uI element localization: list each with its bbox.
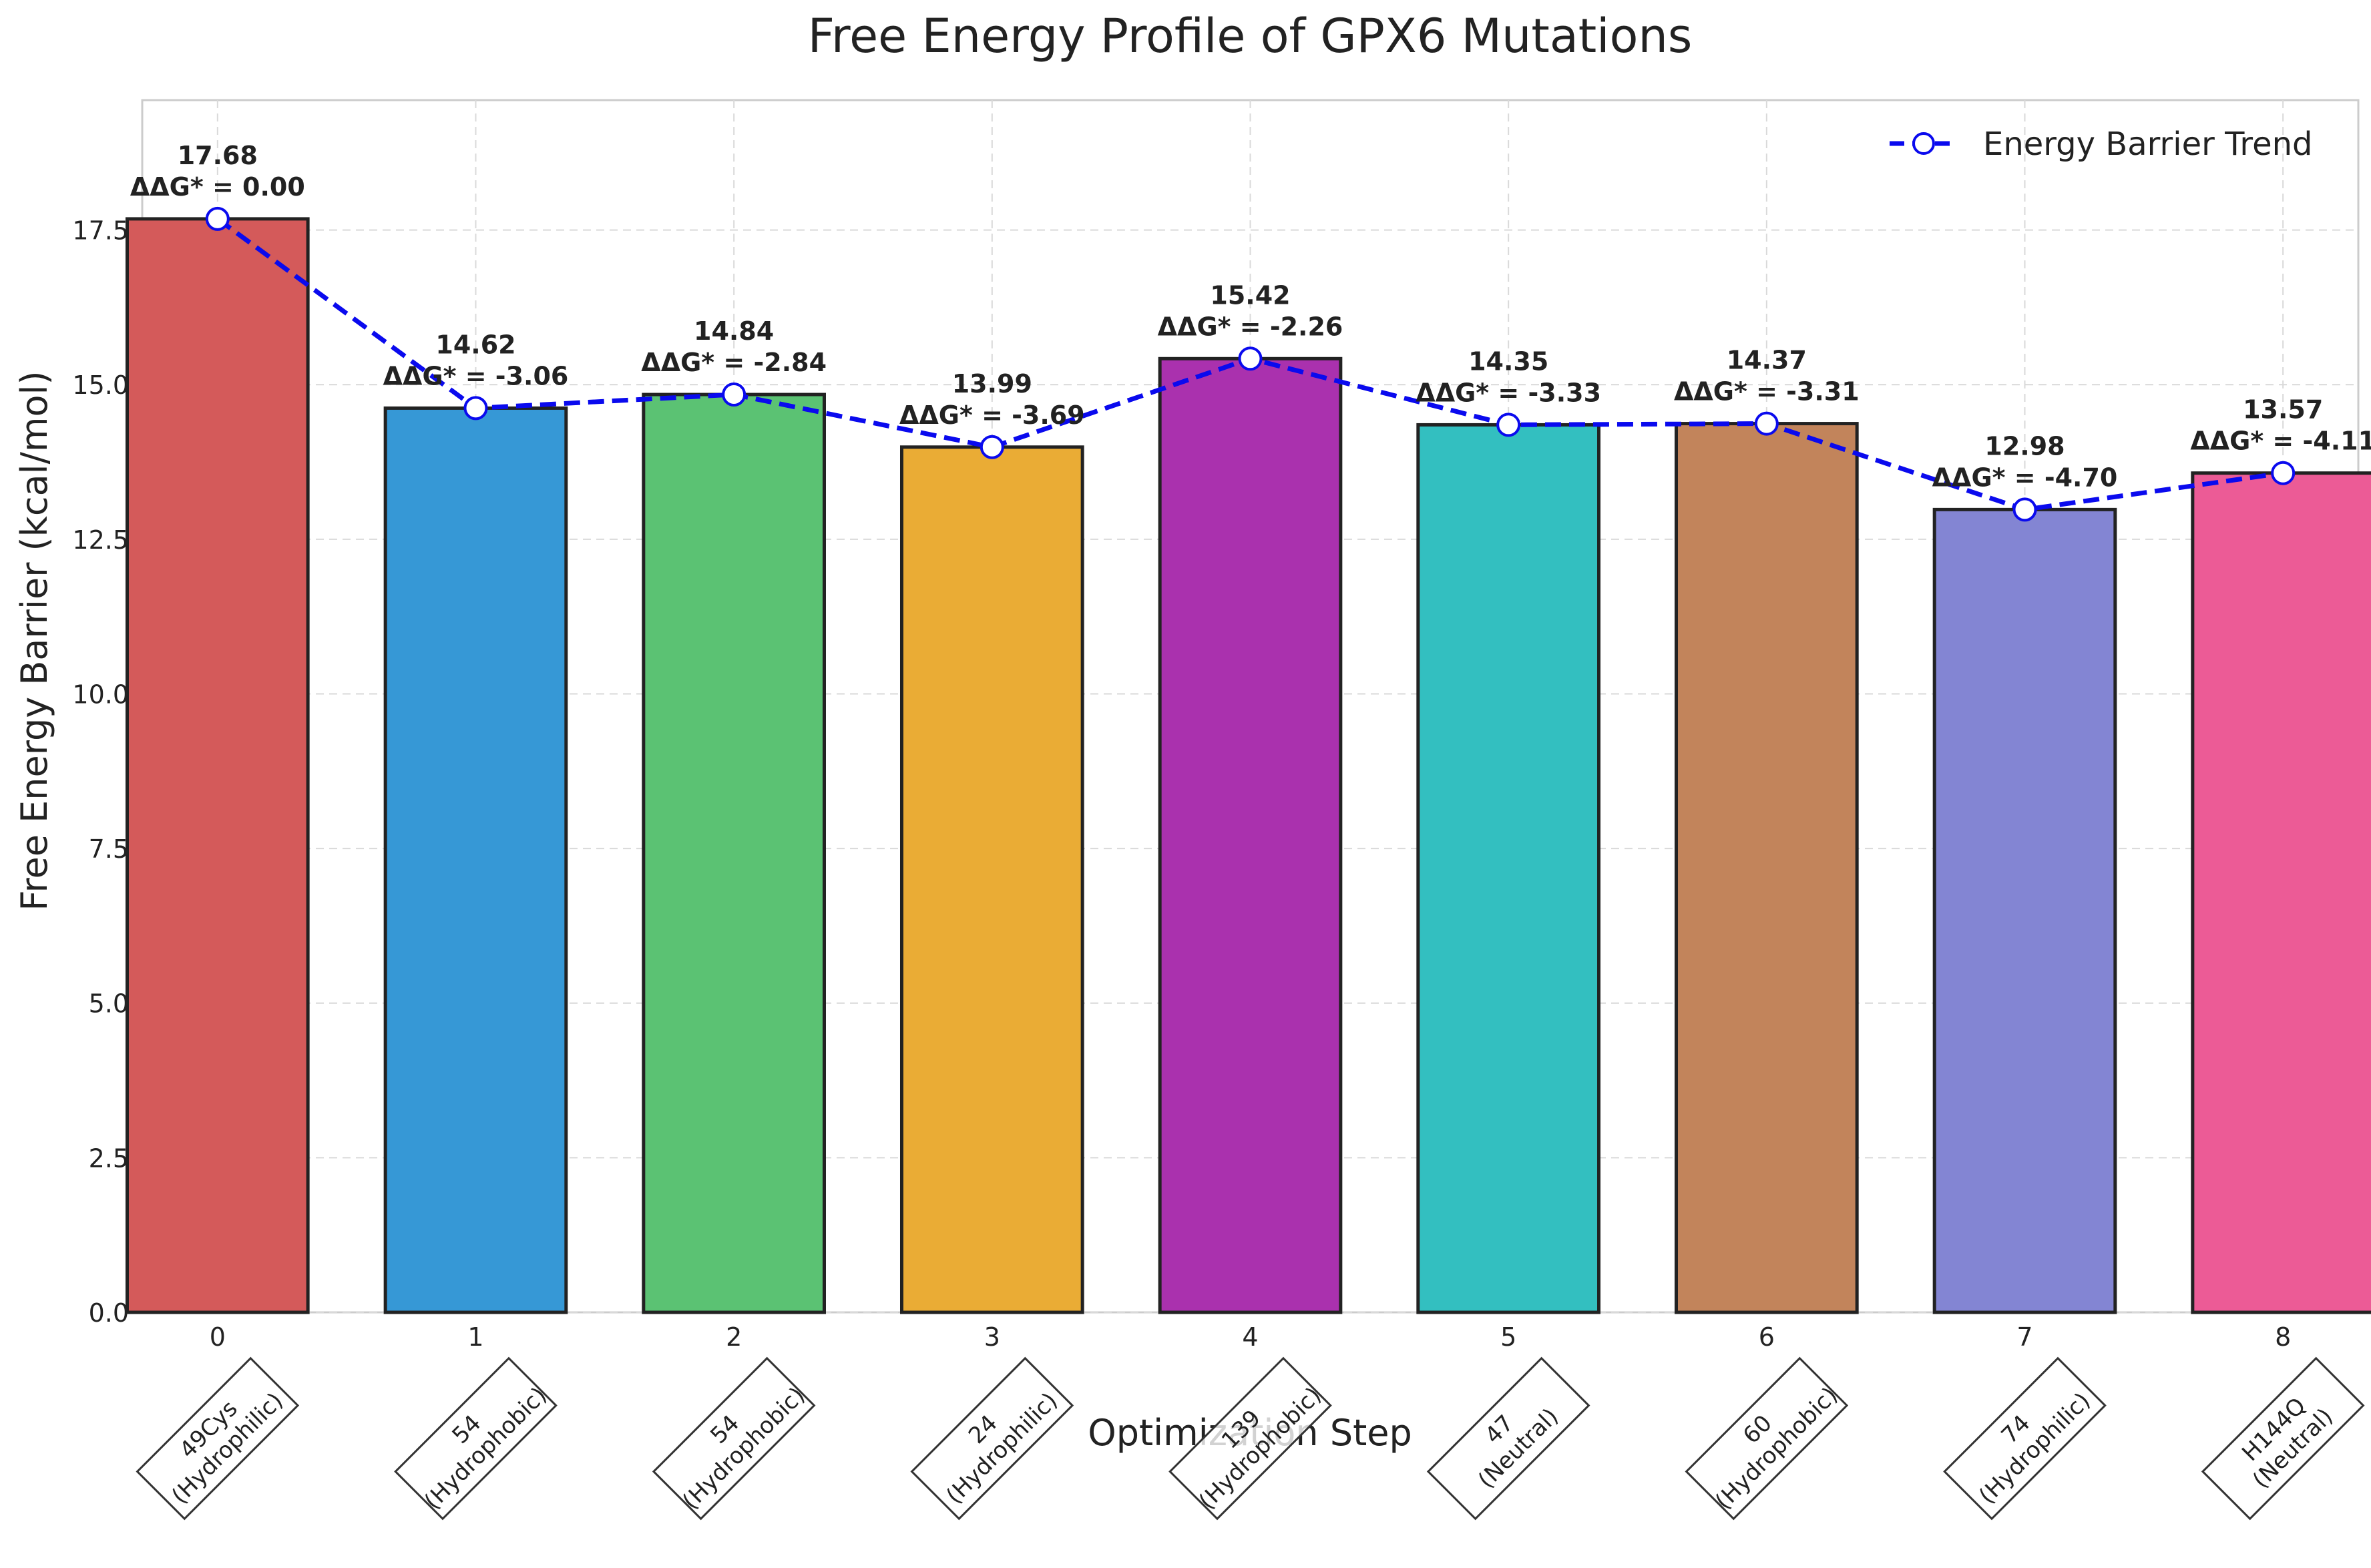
mutation-box [910,1356,1074,1521]
x-tick-label: 0 [210,1322,226,1352]
trend-point [1754,411,1779,436]
trend-point [205,206,230,231]
value-label: 15.42 [1210,280,1290,310]
mutation-box [652,1356,816,1521]
mutation-annotation: 54(Hydrophobic) [394,1356,558,1521]
bar [642,393,826,1314]
mutation-box [1168,1356,1332,1521]
mutation-box [1426,1356,1590,1521]
trend-point [1496,413,1521,437]
bar [1416,423,1601,1314]
mutation-box [394,1356,558,1521]
mutation-annotation: H144Q(Neutral) [2201,1356,2365,1521]
x-tick-label: 8 [2275,1322,2291,1352]
bar [2191,471,2371,1314]
mutation-box [136,1356,300,1521]
bar [383,406,568,1314]
ddg-label: ΔΔG* = -4.11 [2190,427,2371,456]
mutation-annotation: 54(Hydrophobic) [652,1356,816,1521]
ddg-label: ΔΔG* = -2.84 [641,348,827,377]
plot-area: 0.0 2.5 5.0 7.5 10.0 12.5 15.0 17.5 0 1 2 3 4 5 6 7 8 17.… [72,99,2371,1352]
trend-point [463,396,488,421]
bar [899,445,1084,1314]
ddg-label: ΔΔG* = 0.00 [130,172,305,202]
mutation-box [2201,1356,2365,1521]
x-tick-label: 4 [1242,1322,1258,1352]
ddg-label: ΔΔG* = -3.69 [899,401,1085,430]
value-label: 14.37 [1727,346,1807,375]
value-label: 14.62 [435,330,515,359]
mutation-annotation: 49Cys(Hydrophilic) [136,1356,300,1521]
y-tick-label: 0.0 [89,1298,129,1328]
ddg-label: ΔΔG* = -3.31 [1674,377,1860,407]
bar [125,217,310,1314]
value-label: 14.35 [1468,346,1548,376]
trend-point [2012,497,2037,522]
ddg-label: ΔΔG* = -3.33 [1416,378,1601,407]
y-tick-label: 10.0 [72,680,129,709]
mutation-annotation: 47(Neutral) [1426,1356,1590,1521]
legend: Energy Barrier Trend [1890,125,2313,163]
x-tick-label: 2 [726,1322,742,1352]
y-tick-label: 12.5 [72,525,129,555]
bar [1675,422,1859,1314]
y-tick-label: 15.0 [72,370,129,400]
ddg-label: ΔΔG* = -2.26 [1158,312,1343,341]
trend-point [1238,346,1263,371]
y-tick-label: 2.5 [89,1143,129,1173]
value-label: 17.68 [178,141,258,170]
mutation-box [1685,1356,1849,1521]
trend-point [722,382,746,407]
mutation-annotation: 24(Hydrophilic) [910,1356,1074,1521]
mutation-box [1943,1356,2107,1521]
bar [1932,507,2117,1314]
value-label: 14.84 [694,316,774,346]
value-label: 13.99 [952,369,1032,399]
trend-point [2271,461,2296,485]
x-tick-label: 1 [467,1322,483,1352]
x-tick-label: 6 [1759,1322,1775,1352]
legend-label: Energy Barrier Trend [1983,125,2313,163]
x-tick-label: 3 [984,1322,1000,1352]
value-label: 13.57 [2243,395,2323,425]
ddg-label: ΔΔG* = -3.06 [383,361,569,390]
y-tick-label: 7.5 [89,834,129,864]
y-axis-label: Free Energy Barrier (kcal/mol) [13,370,55,910]
legend-marker [1912,132,1935,155]
mutation-annotation: 60(Hydrophobic) [1685,1356,1849,1521]
trend-point [980,435,1004,459]
bar [1158,356,1343,1314]
y-tick-label: 5.0 [89,989,129,1019]
x-tick-label: 5 [1500,1322,1516,1352]
mutation-annotation: 74(Hydrophilic) [1943,1356,2107,1521]
x-tick-label: 7 [2016,1322,2032,1352]
mutation-labels: 49Cys(Hydrophilic) 54(Hydrophobic) 54(Hydr… [136,1356,2365,1521]
value-label: 12.98 [1984,431,2065,461]
ddg-label: ΔΔG* = -4.70 [1932,463,2118,492]
chart-title: Free Energy Profile of GPX6 Mutations [808,9,1693,63]
y-tick-label: 17.5 [72,216,129,246]
